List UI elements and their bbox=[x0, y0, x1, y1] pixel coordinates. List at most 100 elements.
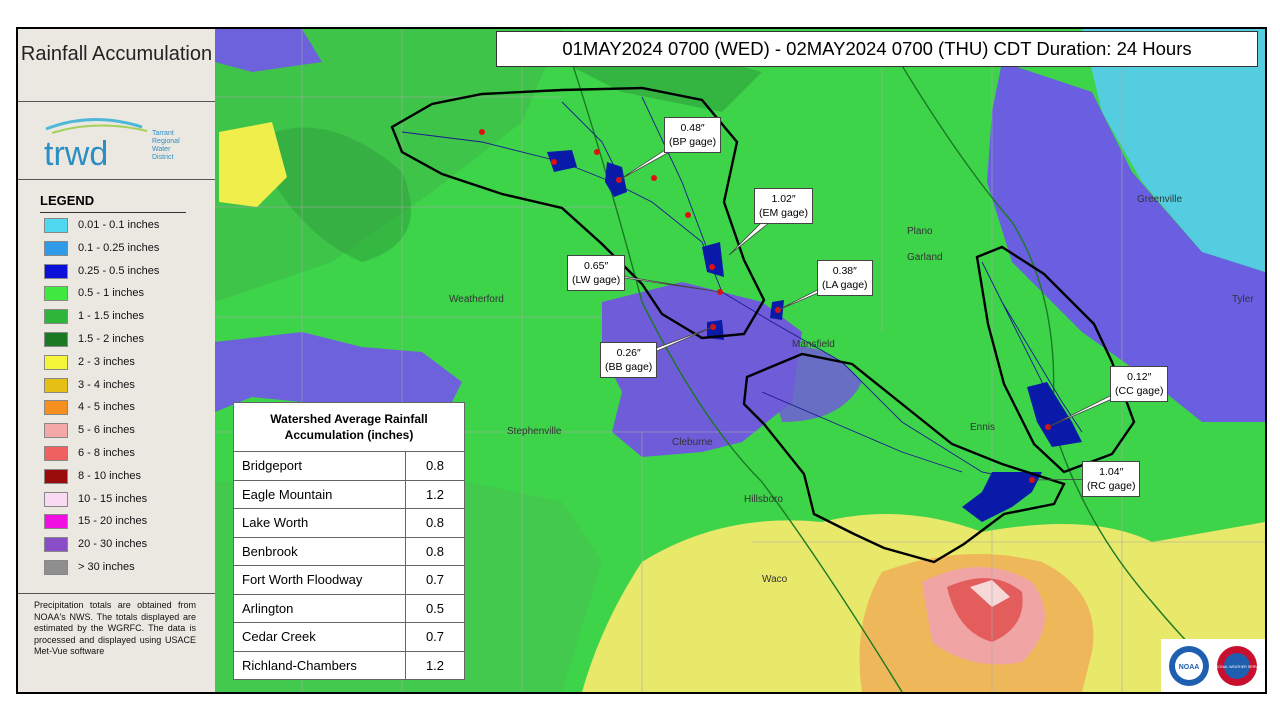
table-body: Bridgeport 0.8 Eagle Mountain 1.2 Lake Worth… bbox=[233, 451, 465, 680]
legend-label: 0.1 - 0.25 inches bbox=[78, 241, 160, 254]
divider bbox=[18, 593, 215, 594]
watershed-name: Benbrook bbox=[233, 536, 406, 566]
gage-value: 1.04″ bbox=[1099, 466, 1124, 478]
logo-name: trwd bbox=[44, 135, 108, 173]
divider bbox=[40, 212, 186, 213]
legend-label: 4 - 5 inches bbox=[78, 401, 135, 414]
gage-callout: 0.12″ (CC gage) bbox=[1110, 366, 1169, 402]
legend-swatch bbox=[44, 537, 68, 553]
gage-callout: 0.48″ (BP gage) bbox=[664, 117, 722, 153]
gage-value: 0.48″ bbox=[680, 122, 705, 134]
noaa-label: NOAA bbox=[1179, 664, 1200, 671]
watershed-value: 0.8 bbox=[405, 536, 465, 566]
table-row: Bridgeport 0.8 bbox=[233, 451, 465, 481]
city-label: Tyler bbox=[1232, 294, 1254, 305]
divider bbox=[18, 179, 215, 180]
legend-swatch bbox=[44, 354, 68, 370]
rain-area bbox=[1082, 29, 1265, 272]
divider bbox=[18, 101, 215, 102]
city-labels: Plano Garland Greenville Weatherford Cleburn… bbox=[449, 194, 1254, 585]
legend-swatch bbox=[44, 332, 68, 347]
gage-callout: 0.38″ (LA gage) bbox=[817, 260, 873, 296]
gage-name: (BB gage) bbox=[605, 361, 653, 373]
watershed-value: 1.2 bbox=[405, 479, 465, 509]
table-row: Arlington 0.5 bbox=[233, 593, 465, 623]
table-row: Fort Worth Floodway 0.7 bbox=[233, 565, 465, 595]
side-panel: Rainfall Accumulation trwd Tarrant Region… bbox=[18, 29, 215, 692]
table-row: Benbrook 0.8 bbox=[233, 536, 465, 566]
city-label: Greenville bbox=[1137, 194, 1182, 205]
legend-label: 0.01 - 0.1 inches bbox=[78, 219, 160, 231]
city-label: Hillsboro bbox=[744, 494, 783, 505]
legend-swatch bbox=[44, 377, 68, 393]
noaa-logo-inner bbox=[1175, 652, 1203, 680]
legend-label: 1 - 1.5 inches bbox=[78, 310, 145, 323]
legend-label: 15 - 20 inches bbox=[78, 515, 148, 528]
table-title: Watershed Average Rainfall Accumulation … bbox=[233, 402, 465, 452]
watershed-name: Cedar Creek bbox=[233, 622, 406, 652]
gage-name: (EM gage) bbox=[759, 207, 809, 219]
legend-swatch bbox=[44, 218, 68, 233]
logo-org-line: Tarrant bbox=[152, 130, 174, 137]
watershed-name: Arlington bbox=[233, 593, 406, 623]
city-label: Cleburne bbox=[672, 437, 713, 448]
watershed-name: Richland-Chambers bbox=[233, 650, 406, 680]
city-label: Stephenville bbox=[507, 426, 562, 437]
legend-label: 8 - 10 inches bbox=[78, 469, 141, 482]
legend-swatch bbox=[44, 423, 68, 439]
legend-swatch bbox=[44, 309, 68, 325]
logo-wave bbox=[51, 124, 148, 134]
logo-wave bbox=[45, 118, 143, 131]
legend-swatch bbox=[44, 286, 68, 302]
gage-name: (CC gage) bbox=[1115, 385, 1164, 397]
watershed-table: Watershed Average Rainfall Accumulation … bbox=[233, 402, 465, 680]
city-label: Ennis bbox=[970, 422, 995, 433]
watershed-value: 1.2 bbox=[405, 650, 465, 680]
legend-label: > 30 inches bbox=[78, 561, 135, 573]
rain-area bbox=[215, 332, 462, 422]
logo-icons: NOAA NATIONAL WEATHER SERVICE bbox=[1169, 646, 1265, 686]
gage-value: 0.38″ bbox=[832, 265, 857, 277]
gage-value: 1.02″ bbox=[771, 193, 796, 205]
rain-area bbox=[215, 29, 322, 72]
watershed-value: 0.8 bbox=[405, 508, 465, 538]
table-row: Richland-Chambers 1.2 bbox=[233, 650, 465, 680]
legend-label: 0.5 - 1 inches bbox=[78, 287, 145, 300]
watershed-name: Eagle Mountain bbox=[233, 479, 406, 509]
gage-name: (BP gage) bbox=[669, 136, 717, 148]
legend-swatch bbox=[44, 468, 68, 484]
watershed-value: 0.7 bbox=[405, 565, 465, 595]
gage-name: (LA gage) bbox=[822, 279, 868, 291]
gage-callout: 0.26″ (BB gage) bbox=[600, 342, 658, 378]
county-lines bbox=[215, 29, 1265, 692]
gage-value: 0.65″ bbox=[584, 260, 609, 272]
nws-label: NATIONAL WEATHER SERVICE bbox=[1211, 665, 1265, 669]
legend-swatch bbox=[44, 240, 68, 256]
legend-label: 5 - 6 inches bbox=[78, 424, 135, 437]
legend-label: 6 - 8 inches bbox=[78, 447, 135, 459]
watershed-value: 0.7 bbox=[405, 622, 465, 652]
gage-value: 0.26″ bbox=[616, 347, 641, 359]
city-label: Garland bbox=[907, 252, 943, 263]
watershed-name: Fort Worth Floodway bbox=[233, 565, 406, 595]
city-label: Waco bbox=[762, 574, 788, 585]
legend-swatch bbox=[44, 446, 68, 461]
header-title: 01MAY2024 0700 (WED) - 02MAY2024 0700 (T… bbox=[496, 31, 1258, 67]
watershed-value: 0.8 bbox=[405, 451, 465, 481]
gage-callout: 0.65″ (LW gage) bbox=[567, 255, 626, 291]
legend-label: 20 - 30 inches bbox=[78, 538, 148, 551]
lakes bbox=[547, 150, 1082, 522]
logo-org-line: Water bbox=[152, 146, 171, 153]
rain-area bbox=[987, 62, 1265, 422]
city-label: Plano bbox=[907, 226, 933, 237]
nws-logo-inner bbox=[1224, 653, 1250, 679]
legend-swatch bbox=[44, 491, 68, 507]
watershed-name: Lake Worth bbox=[233, 508, 406, 538]
rain-area bbox=[562, 54, 762, 112]
agency-logos: NOAA NATIONAL WEATHER SERVICE bbox=[1161, 639, 1265, 692]
logo-org-line: District bbox=[152, 154, 173, 161]
frame: Plano Garland Greenville Weatherford Cleburn… bbox=[16, 27, 1267, 694]
